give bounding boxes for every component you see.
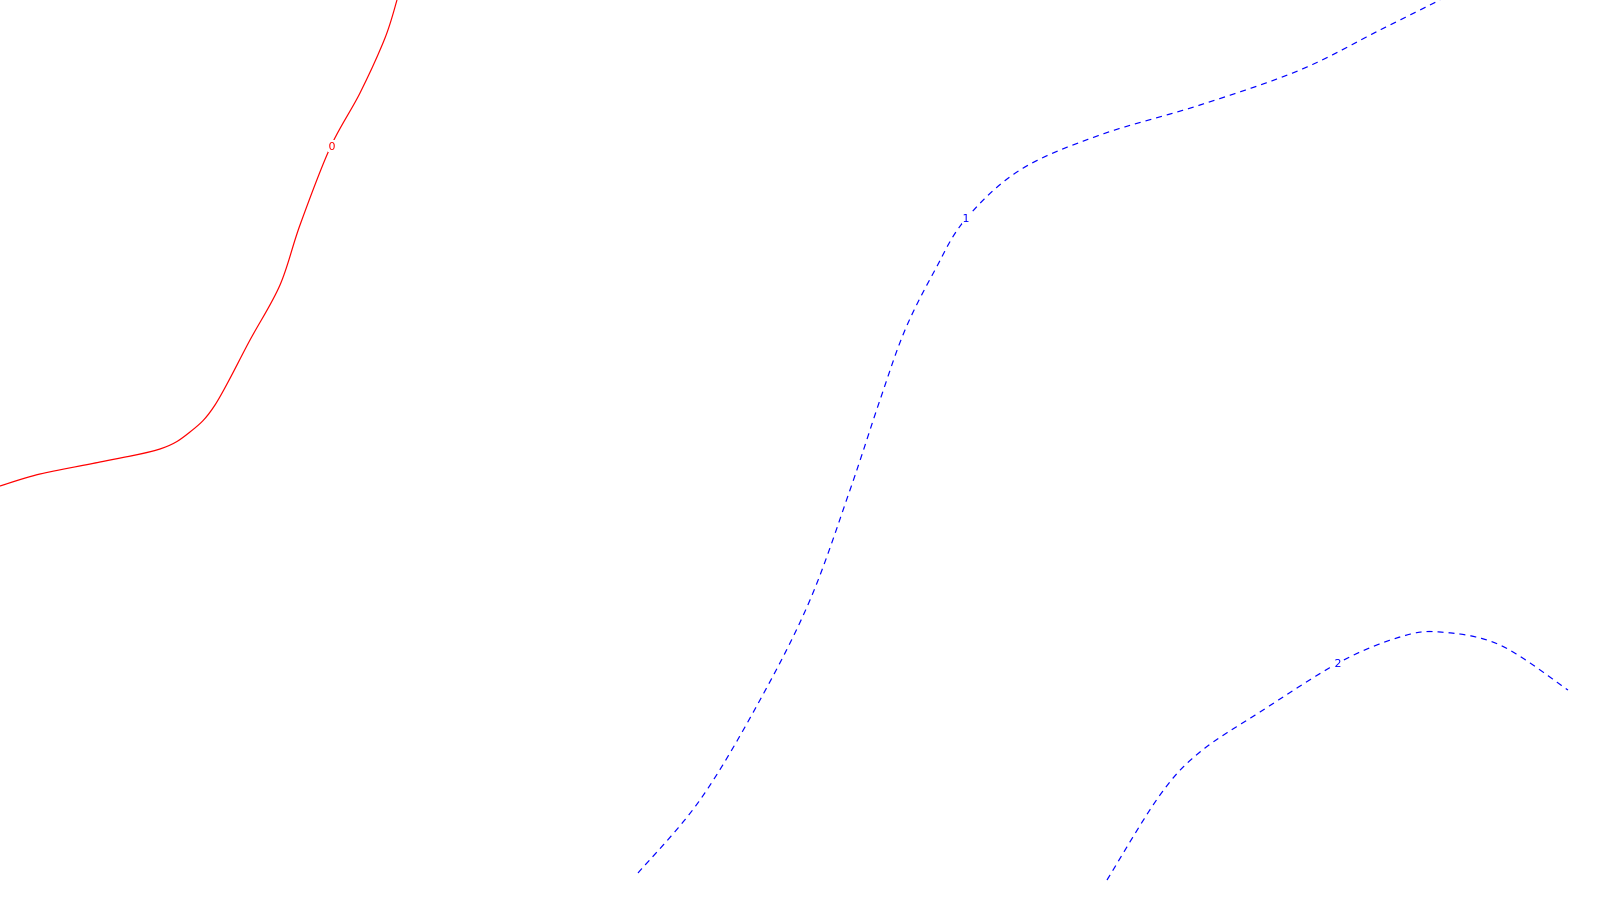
contour-label-2: 2 xyxy=(1335,657,1342,670)
contour-label-bg-2 xyxy=(1334,657,1342,669)
contour-line-1 xyxy=(637,0,1441,874)
contour-label-1: 1 xyxy=(963,212,970,225)
contour-label-bg-0 xyxy=(328,140,336,152)
contour-line-0 xyxy=(0,0,398,487)
contour-label-bg-1 xyxy=(962,212,970,224)
contour-label-0: 0 xyxy=(329,140,336,153)
